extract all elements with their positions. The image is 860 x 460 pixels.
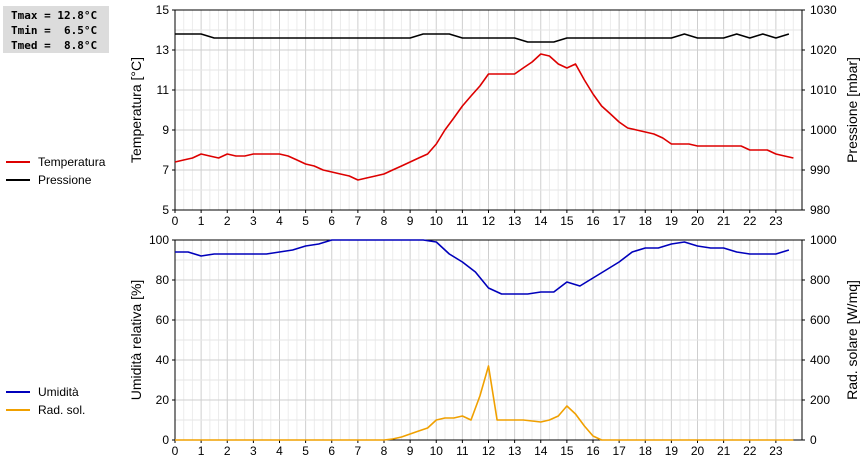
x-tick-label: 15 [560, 444, 574, 458]
x-tick-label: 12 [482, 214, 496, 228]
tmed-text: Tmed = 8.8°C [11, 39, 98, 52]
series-line-rad-sol [175, 365, 794, 441]
x-tick-label: 3 [250, 214, 257, 228]
x-tick-label: 0 [172, 214, 179, 228]
x-tick-label: 6 [328, 444, 335, 458]
x-tick-label: 12 [482, 444, 496, 458]
x-tick-label: 15 [560, 214, 574, 228]
x-tick-label: 23 [769, 214, 783, 228]
y-left-tick-label: 20 [156, 393, 170, 407]
x-tick-label: 22 [743, 444, 757, 458]
x-tick-label: 6 [328, 214, 335, 228]
y-left-tick-label: 13 [156, 43, 170, 57]
x-tick-label: 0 [172, 444, 179, 458]
y-right-tick-label: 1030 [810, 3, 837, 17]
y-left-tick-label: 0 [162, 433, 169, 447]
x-tick-label: 9 [407, 214, 414, 228]
y-left-tick-label: 7 [162, 163, 169, 177]
x-tick-label: 14 [534, 214, 548, 228]
x-tick-label: 4 [276, 444, 283, 458]
x-tick-label: 8 [381, 444, 388, 458]
x-tick-label: 3 [250, 444, 257, 458]
x-tick-label: 9 [407, 444, 414, 458]
legend-label: Umidità [38, 385, 79, 399]
x-tick-label: 22 [743, 214, 757, 228]
x-tick-label: 17 [612, 214, 626, 228]
x-tick-label: 2 [224, 444, 231, 458]
x-tick-label: 8 [381, 214, 388, 228]
x-tick-label: 16 [586, 444, 600, 458]
x-tick-label: 1 [198, 214, 205, 228]
y-right-tick-label: 0 [810, 433, 817, 447]
x-tick-label: 21 [717, 214, 731, 228]
legend-label: Pressione [38, 173, 92, 187]
x-tick-label: 20 [691, 214, 705, 228]
x-tick-label: 11 [456, 214, 469, 228]
x-tick-label: 14 [534, 444, 548, 458]
y-left-axis-label: Umidità relativa [%] [128, 280, 144, 401]
x-tick-label: 11 [456, 444, 469, 458]
series-line-umidit [175, 239, 790, 295]
y-right-tick-label: 400 [810, 353, 830, 367]
y-left-tick-label: 15 [156, 3, 170, 17]
x-tick-label: 18 [639, 444, 653, 458]
y-left-tick-label: 5 [162, 203, 169, 217]
y-right-axis-label: Pressione [mbar] [844, 57, 860, 163]
y-left-tick-label: 40 [156, 353, 170, 367]
x-tick-label: 4 [276, 214, 283, 228]
x-tick-label: 7 [355, 214, 362, 228]
y-right-tick-label: 990 [810, 163, 830, 177]
y-right-tick-label: 200 [810, 393, 830, 407]
x-tick-label: 23 [769, 444, 783, 458]
x-tick-label: 13 [508, 444, 522, 458]
y-right-tick-label: 1000 [810, 233, 837, 247]
y-left-axis-label: Temperatura [°C] [128, 57, 144, 163]
y-right-tick-label: 600 [810, 313, 830, 327]
legend-label: Rad. sol. [38, 403, 85, 417]
x-tick-label: 5 [302, 444, 309, 458]
x-tick-label: 13 [508, 214, 522, 228]
tmax-text: Tmax = 12.8°C [11, 9, 98, 22]
series-line-pressione [175, 33, 790, 43]
series-line-temperatura [174, 53, 794, 181]
y-right-tick-label: 800 [810, 273, 830, 287]
x-tick-label: 21 [717, 444, 731, 458]
x-tick-label: 7 [355, 444, 362, 458]
x-tick-label: 5 [302, 214, 309, 228]
tmin-text: Tmin = 6.5°C [11, 24, 98, 37]
x-tick-label: 19 [665, 444, 679, 458]
x-tick-label: 10 [430, 444, 444, 458]
x-tick-label: 16 [586, 214, 600, 228]
stats-box: Tmax = 12.8°C Tmin = 6.5°C Tmed = 8.8°C [3, 6, 109, 53]
chart-panel-1: 0 1 2 3 4 5 6 7 8 9 10 11 12 13 14 15 16 17 18 19 20 21 22 2357… [6, 3, 860, 228]
y-left-tick-label: 11 [157, 83, 170, 97]
chart-panel-2: 0 1 2 3 4 5 6 7 8 9 10 11 12 13 14 15 16 17 18 19 20 21 22 2302… [6, 233, 860, 458]
y-right-tick-label: 1020 [810, 43, 837, 57]
y-right-tick-label: 1000 [810, 123, 837, 137]
legend-label: Temperatura [38, 155, 106, 169]
y-right-axis-label: Rad. solare [W/mq] [844, 280, 860, 400]
y-left-tick-label: 9 [162, 123, 169, 137]
x-tick-label: 10 [430, 214, 444, 228]
y-left-tick-label: 80 [156, 273, 170, 287]
x-tick-label: 18 [639, 214, 653, 228]
x-tick-label: 17 [612, 444, 626, 458]
x-tick-label: 20 [691, 444, 705, 458]
x-tick-label: 1 [198, 444, 205, 458]
x-tick-label: 19 [665, 214, 679, 228]
y-left-tick-label: 60 [156, 313, 170, 327]
y-right-tick-label: 1010 [810, 83, 837, 97]
y-right-tick-label: 980 [810, 203, 830, 217]
y-left-tick-label: 100 [149, 233, 169, 247]
x-tick-label: 2 [224, 214, 231, 228]
